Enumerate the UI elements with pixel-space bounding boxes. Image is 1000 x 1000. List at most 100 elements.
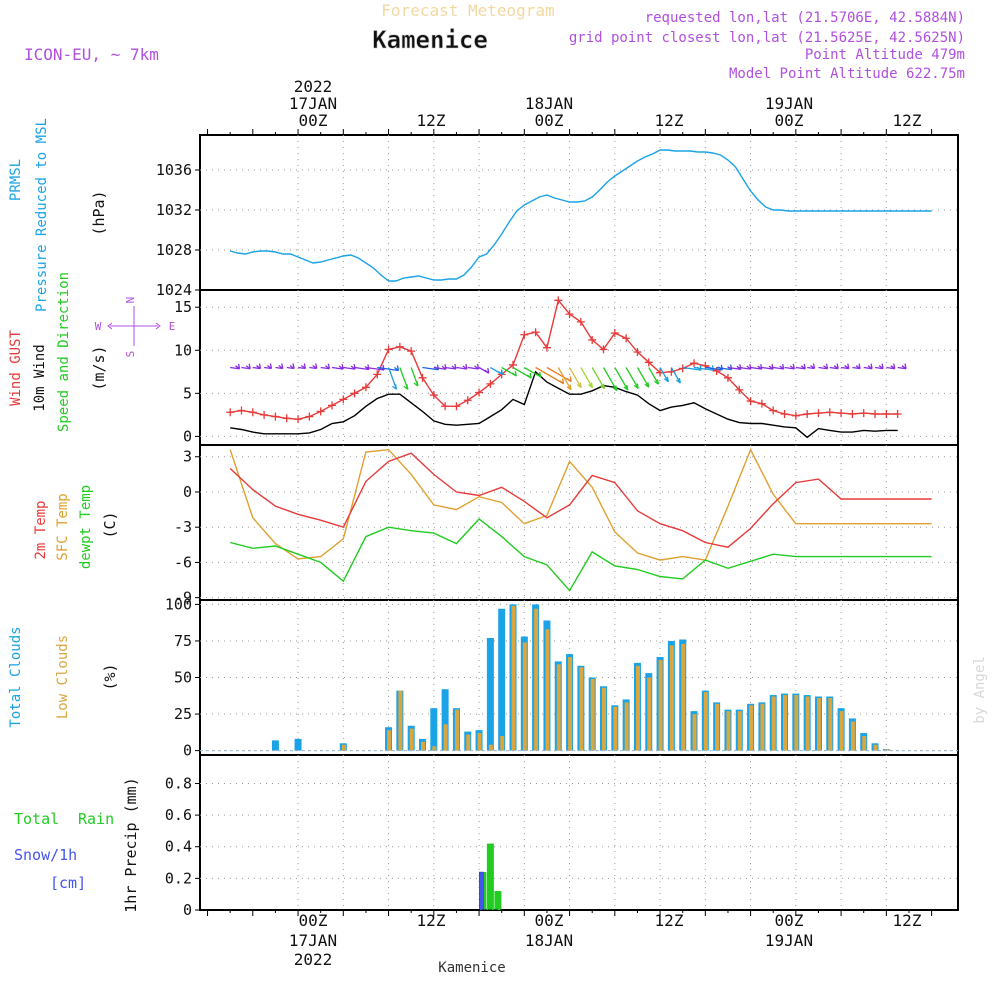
gust-line-marker (282, 414, 291, 423)
low-cloud-bar (771, 696, 776, 751)
bottom-tick-3: 12Z (655, 911, 684, 930)
top-year: 2022 (294, 77, 333, 96)
wind-direction-arrowhead (612, 385, 618, 392)
low-cloud-bar (658, 659, 663, 751)
top-tick-2: 00Z (535, 111, 564, 130)
low-cloud-bar (568, 657, 573, 751)
low-cloud-bar (635, 665, 640, 751)
wind-direction-arrow (739, 366, 751, 370)
y-tick-label: 3 (183, 448, 192, 466)
wind-direction-arrow (230, 366, 240, 370)
wind-direction-arrowhead (855, 363, 861, 370)
pressure-unit: (hPa) (90, 190, 108, 235)
gust-line-marker (384, 345, 393, 354)
panel-pressure: 1024 1028 1032 1036 (156, 129, 959, 299)
gust-line-marker (690, 359, 699, 368)
low-cloud-bar (590, 678, 595, 751)
wind-direction-arrow (580, 367, 594, 388)
gust-line-marker (622, 334, 631, 343)
low-cloud-bar (715, 703, 720, 751)
wind-direction-arrowhead (566, 376, 572, 383)
location-title: Kamenice (372, 26, 488, 54)
y-tick-label: 1036 (156, 161, 192, 179)
wind-direction-arrowhead (312, 363, 318, 370)
top-date-19jan: 19JAN (765, 94, 813, 113)
gust-line-marker (757, 399, 766, 408)
top-tick-1: 12Z (417, 111, 446, 130)
gust-line-marker (769, 406, 778, 415)
sfc-temp-line (229, 448, 932, 561)
wind-direction-arrow (863, 366, 873, 370)
requested-coords: requested lon,lat (21.5706E, 42.5884N) (645, 10, 965, 26)
gust-line-marker (373, 370, 382, 379)
gust-line-marker (791, 411, 800, 420)
gust-line-marker (837, 409, 846, 418)
wind-direction-arrow (456, 366, 467, 370)
gust-line-marker (327, 401, 336, 410)
wind-direction-arrow (467, 366, 479, 370)
wind-direction-arrowhead (901, 363, 907, 370)
y-tick-label: 15 (174, 298, 192, 316)
wind-direction-arrowhead (757, 363, 763, 370)
y-tick-label: -9 (174, 589, 192, 607)
clouds-unit: (%) (101, 663, 119, 690)
bottom-tick-4: 00Z (775, 911, 804, 930)
total-cloud-bar (498, 608, 506, 751)
sfc-label: SFC Temp (55, 493, 71, 560)
low-cloud-bar (681, 643, 686, 751)
low-cloud-bar (816, 697, 821, 751)
footer-location: Kamenice (438, 960, 505, 976)
wind-direction-arrowhead (289, 363, 295, 370)
y-tick-label: 100 (165, 595, 192, 613)
precip-ylabel: 1hr Precip (mm) (122, 777, 140, 912)
y-tick-label: 0.6 (165, 806, 192, 824)
low-cloud-bar (545, 629, 550, 751)
wind-direction-arrowhead (403, 384, 409, 390)
total-cloud-bar (271, 740, 279, 751)
gust-line-marker (237, 406, 246, 415)
low-cloud-bar (556, 664, 561, 751)
bottom-year: 2022 (294, 950, 333, 969)
low-cloud-bar (511, 605, 516, 751)
wind-direction-arrow (750, 366, 762, 370)
low-cloud-bar (873, 744, 878, 751)
bottom-date-19jan: 19JAN (765, 931, 813, 950)
gust-line-marker (893, 410, 902, 418)
wind-direction-arrow (693, 366, 714, 371)
wind-direction-arrowhead (746, 363, 752, 370)
gust-line-marker (735, 385, 744, 394)
wind-direction-arrow (535, 366, 564, 385)
y-tick-label: -6 (174, 553, 192, 571)
wind-direction-arrowhead (325, 363, 331, 370)
panel-frame (199, 134, 959, 291)
wind-direction-arrowhead (768, 363, 774, 370)
wind-direction-arrowhead (462, 363, 468, 370)
wind-direction-arrow (829, 366, 839, 370)
wind-direction-arrow (445, 366, 457, 370)
precip-snow-label: Snow/1h (14, 846, 77, 864)
wind-direction-arrow (365, 366, 385, 371)
wind-direction-arrow (659, 367, 669, 383)
gust-line-marker (633, 348, 642, 356)
gust-line-marker (407, 347, 416, 356)
gust-line-marker (226, 408, 235, 417)
total-cloud-bar (294, 738, 302, 751)
wind-direction-arrow (897, 366, 907, 370)
gust-line-marker (814, 409, 823, 418)
low-cloud-bar (794, 695, 799, 751)
wind-direction-arrowhead (633, 383, 639, 389)
gust-line-marker (463, 396, 472, 405)
gust-line-marker (825, 408, 834, 417)
wind-direction-arrow (761, 366, 774, 370)
low-cloud-bar (477, 733, 482, 751)
wind-direction-arrowhead (394, 365, 400, 371)
low-cloud-bar (341, 744, 346, 751)
wind-direction-arrow (773, 366, 784, 370)
wind-direction-arrowhead (392, 384, 398, 390)
model-point-altitude: Model Point Altitude 622.75m (729, 66, 965, 82)
wind-direction-arrowhead (823, 363, 829, 370)
gust-label: Wind GUST (8, 330, 24, 406)
wind-direction-arrowhead (867, 363, 873, 370)
low-cloud-bar (726, 711, 731, 751)
wind-direction-arrowhead (278, 363, 284, 370)
